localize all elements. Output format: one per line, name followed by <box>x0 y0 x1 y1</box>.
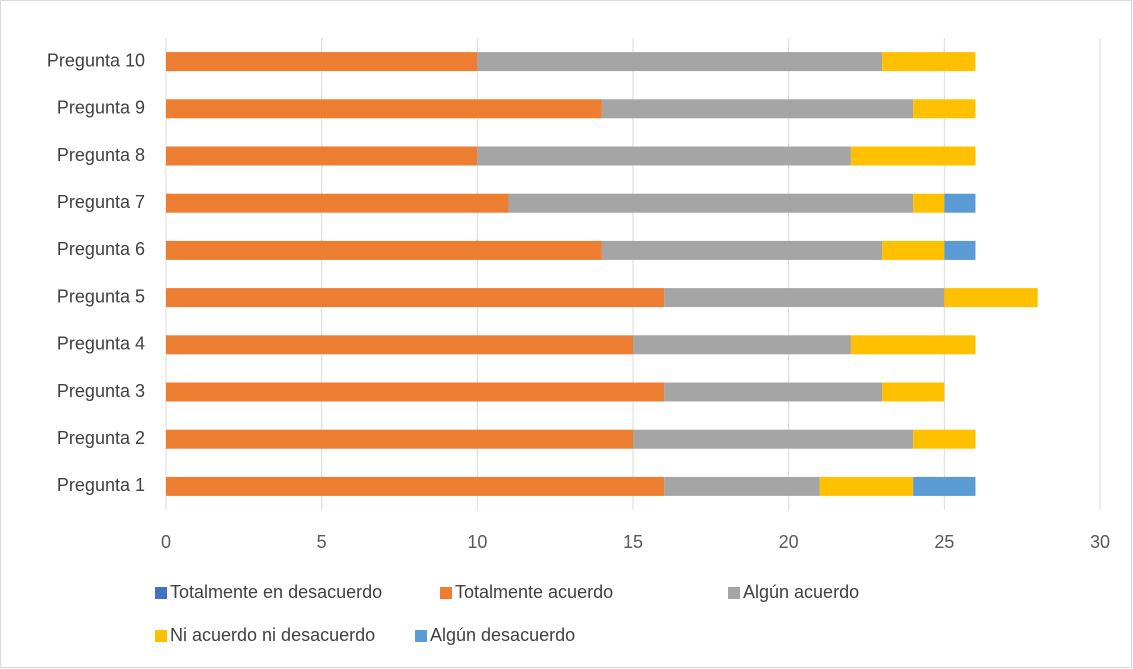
bar-segment <box>664 476 820 496</box>
x-tick-label: 30 <box>1090 532 1110 552</box>
bar-segment <box>944 240 976 260</box>
legend-label: Ni acuerdo ni desacuerdo <box>170 625 375 645</box>
bar-segment <box>850 335 976 355</box>
bar-segment <box>166 52 478 72</box>
y-tick-label: Pregunta 4 <box>57 334 145 354</box>
legend-swatch <box>440 587 452 599</box>
bar-segment <box>850 146 976 166</box>
legend-swatch <box>155 587 167 599</box>
x-tick-label: 15 <box>623 532 643 552</box>
bar-segment <box>664 288 945 308</box>
bar-segment <box>166 429 633 449</box>
bar-segment <box>166 476 665 496</box>
bar-segment <box>944 288 1038 308</box>
y-tick-label: Pregunta 5 <box>57 286 145 306</box>
bar-segment <box>508 193 914 213</box>
bar-segment <box>166 335 633 355</box>
y-tick-label: Pregunta 9 <box>57 98 145 118</box>
bar-segment <box>166 146 478 166</box>
bar-segment <box>913 429 976 449</box>
y-tick-label: Pregunta 1 <box>57 475 145 495</box>
bar-segment <box>601 240 883 260</box>
y-tick-label: Pregunta 3 <box>57 381 145 401</box>
legend-label: Totalmente en desacuerdo <box>170 582 382 602</box>
x-tick-label: 20 <box>779 532 799 552</box>
bar-segment <box>882 382 945 402</box>
legend-label: Algún desacuerdo <box>430 625 575 645</box>
legend-label: Algún acuerdo <box>743 582 859 602</box>
bar-segment <box>166 288 665 308</box>
y-tick-label: Pregunta 7 <box>57 192 145 212</box>
bar-segment <box>819 476 914 496</box>
bar-segment <box>166 382 665 402</box>
bar-segment <box>913 193 945 213</box>
y-tick-label: Pregunta 10 <box>47 50 145 70</box>
bar-segment <box>601 99 914 119</box>
legend-label: Totalmente acuerdo <box>455 582 613 602</box>
bar-segment <box>944 193 976 213</box>
x-tick-label: 25 <box>934 532 954 552</box>
bar-segment <box>477 52 883 72</box>
legend-swatch <box>155 630 167 642</box>
bar-segment <box>664 382 883 402</box>
y-tick-label: Pregunta 2 <box>57 428 145 448</box>
bar-segment <box>166 99 602 119</box>
y-tick-label: Pregunta 8 <box>57 145 145 165</box>
bar-segment <box>913 476 976 496</box>
bar-segment <box>477 146 851 166</box>
x-tick-label: 5 <box>317 532 327 552</box>
legend-swatch <box>415 630 427 642</box>
bar-segment <box>882 52 976 72</box>
legend-swatch <box>728 587 740 599</box>
x-tick-label: 0 <box>161 532 171 552</box>
bar-segment <box>882 240 945 260</box>
bar-segment <box>633 429 914 449</box>
bar-segment <box>633 335 851 355</box>
bar-segment <box>913 99 976 119</box>
y-tick-label: Pregunta 6 <box>57 239 145 259</box>
bar-segment <box>166 193 509 213</box>
x-tick-label: 10 <box>467 532 487 552</box>
bar-segment <box>166 240 602 260</box>
